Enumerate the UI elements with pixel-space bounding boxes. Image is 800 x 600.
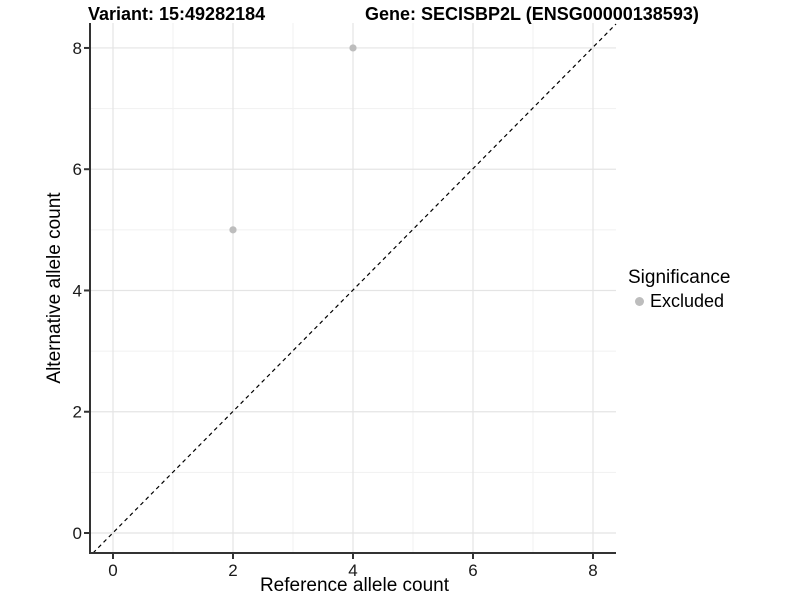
x-axis-title: Reference allele count <box>259 575 450 596</box>
data-point <box>349 44 357 52</box>
identity-line <box>92 23 617 554</box>
plot-title-variant: Variant: 15:49282184 <box>88 4 266 24</box>
x-tick-label: 6 <box>468 561 477 580</box>
x-tick-label: 0 <box>108 561 117 580</box>
y-axis-title: Alternative allele count <box>44 192 65 384</box>
x-tick-label: 8 <box>588 561 597 580</box>
legend-item-label: Excluded <box>650 291 725 311</box>
x-tick-label: 2 <box>228 561 237 580</box>
y-tick-label: 6 <box>73 160 82 179</box>
legend: Significance Excluded <box>628 266 730 312</box>
plot-title-gene: Gene: SECISBP2L (ENSG00000138593) <box>365 4 699 24</box>
y-tick-label: 0 <box>73 524 82 543</box>
x-tick-label: 4 <box>348 561 357 580</box>
y-tick-label: 8 <box>73 39 82 58</box>
y-tick-label: 2 <box>73 403 82 422</box>
legend-item-excluded: Excluded <box>635 291 730 312</box>
data-point <box>229 226 237 234</box>
legend-point-icon <box>635 297 644 306</box>
y-tick-label: 4 <box>73 281 82 300</box>
legend-title: Significance <box>628 267 731 288</box>
